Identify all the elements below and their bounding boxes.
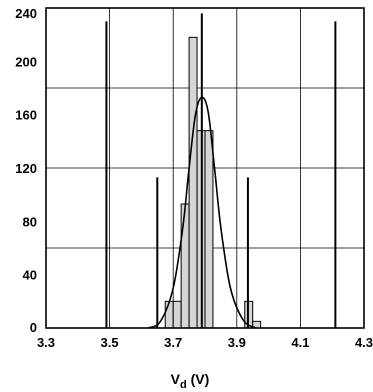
x-tick-label: 3.7 — [164, 335, 182, 350]
histogram-bar — [180, 203, 190, 329]
y-tick-label: 80 — [23, 214, 37, 229]
x-axis-title: Vd (V) — [171, 371, 210, 391]
y-tick-label: 200 — [15, 54, 37, 69]
y-tick-label: 40 — [23, 268, 37, 283]
x-tick-label: 3.5 — [101, 335, 119, 350]
x-tick-label: 3.3 — [37, 335, 55, 350]
limit-lines-layer — [105, 13, 337, 328]
x-axis-title-unit: (V) — [187, 371, 210, 387]
distribution-curve-layer — [147, 96, 257, 329]
histogram-bar — [164, 300, 174, 329]
histogram-bar — [172, 300, 182, 329]
x-axis-title-main: V — [171, 371, 181, 387]
x-tick-label: 4.1 — [291, 335, 309, 350]
x-tick-labels: 3.3 3.5 3.7 3.9 4.1 4.3 — [37, 335, 373, 350]
plot-frame-layer — [45, 7, 365, 329]
y-tick-label: 120 — [15, 161, 37, 176]
y-tick-label: 240 — [15, 6, 37, 21]
histogram-bar — [204, 130, 214, 329]
y-tick-label: 0 — [30, 320, 37, 335]
y-tick-labels: 0 40 80 120 160 200 240 — [15, 6, 37, 335]
distribution-curve — [147, 96, 257, 329]
x-tick-label: 4.3 — [355, 335, 373, 350]
x-axis-title-subscript: d — [180, 379, 187, 391]
y-tick-label: 160 — [15, 108, 37, 123]
plot-frame — [45, 7, 365, 329]
bars-layer — [164, 36, 262, 329]
histogram-bar — [188, 36, 198, 329]
x-tick-label: 3.9 — [228, 335, 246, 350]
